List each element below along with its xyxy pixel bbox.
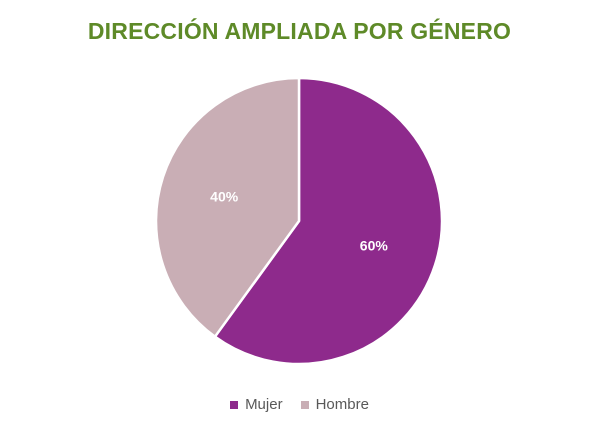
legend-entry-mujer: Mujer (230, 396, 283, 413)
pie-slice-hombre (154, 76, 301, 338)
legend-swatch-hombre (300, 400, 309, 409)
legend-entry-hombre: Hombre (300, 396, 369, 413)
chart-legend: Mujer Hombre (0, 396, 599, 413)
legend-label-hombre: Hombre (315, 396, 369, 413)
data-label-mujer: 60% (360, 237, 389, 253)
legend-label-mujer: Mujer (245, 396, 283, 413)
pie-slice-mujer (213, 76, 444, 366)
legend-swatch-mujer (230, 400, 239, 409)
data-label-hombre: 40% (210, 189, 239, 205)
chart-title: DIRECCIÓN AMPLIADA POR GÉNERO (87, 18, 512, 44)
